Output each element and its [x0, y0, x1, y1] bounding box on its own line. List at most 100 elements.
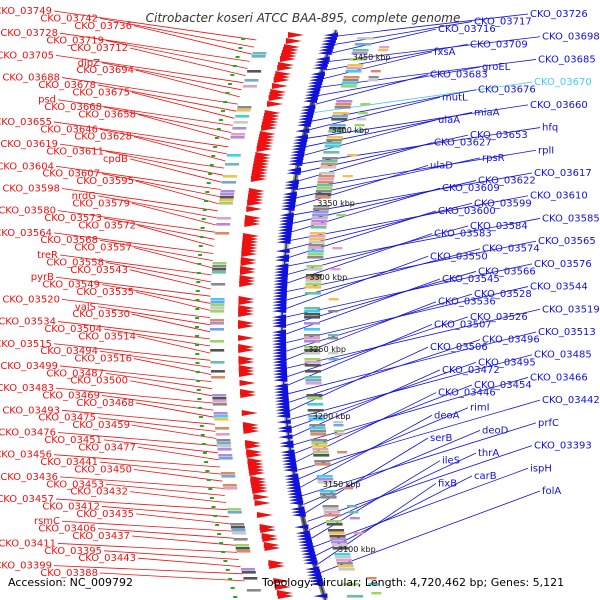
gene-label-right: CKO_03617 — [534, 168, 592, 179]
left-label-connector — [131, 424, 217, 439]
tick-dash — [196, 389, 201, 391]
right-label-connector — [288, 218, 541, 267]
reverse-gene-arrow — [283, 185, 298, 190]
forward-gene-arrow — [244, 221, 261, 227]
forward-gene-arrow — [268, 95, 285, 101]
gene-label-left: CKO_03558 — [46, 257, 104, 268]
gene-label-left: CKO_03494 — [40, 346, 98, 357]
left-label-connector — [137, 335, 211, 354]
annotation-track-block — [213, 412, 228, 415]
tick-dash — [221, 110, 225, 112]
annotation-track-block — [353, 130, 363, 133]
reverse-gene-arrow — [272, 359, 287, 364]
left-label-connector — [97, 417, 216, 432]
tick-dash — [223, 560, 228, 562]
reverse-gene-arrow — [292, 140, 307, 145]
right-label-connector — [315, 74, 429, 105]
forward-gene-arrow — [238, 311, 255, 317]
tick-dash — [201, 443, 206, 445]
annotation-track-block — [310, 223, 327, 226]
right-label-connector — [328, 36, 541, 62]
forward-gene-arrow — [287, 32, 304, 38]
forward-gene-arrow — [238, 323, 255, 329]
tick-dash — [195, 290, 200, 292]
annotation-track-block — [336, 100, 353, 103]
tick-dash — [217, 533, 222, 535]
gene-label-left: CKO_03628 — [74, 132, 132, 143]
reverse-gene-arrow — [296, 533, 311, 538]
annotation-track-block — [212, 265, 227, 268]
gene-label-right: ispH — [530, 463, 552, 474]
right-label-connector — [290, 354, 533, 420]
left-label-connector — [57, 210, 216, 233]
annotation-track-block — [304, 340, 321, 343]
annotation-track-block — [210, 304, 225, 307]
annotation-track-block — [308, 241, 325, 244]
annotation-track-block — [334, 106, 351, 109]
annotation-track-block — [210, 298, 225, 301]
position-tick-label: 3400 kbp — [332, 126, 370, 135]
annotation-track-block — [211, 271, 226, 274]
gene-label-right: fixB — [438, 478, 457, 489]
annotation-track-block — [322, 505, 339, 508]
right-label-connector — [286, 248, 481, 301]
topology-text: Topology: circular; Length: 4,720,462 bp… — [261, 576, 564, 589]
left-label-connector — [129, 380, 213, 397]
annotation-track-block — [354, 43, 371, 46]
annotation-track-block — [210, 328, 224, 331]
right-label-connector — [288, 331, 537, 395]
left-label-connector — [97, 84, 237, 112]
annotation-track-block — [351, 52, 368, 55]
annotation-track-block — [319, 490, 336, 493]
left-gene-labels: CKO_03749CKO_03742CKO_03736CKO_03728CKO_… — [0, 6, 136, 579]
left-label-connector — [135, 180, 219, 205]
annotation-track-block — [304, 313, 321, 316]
annotation-track-block — [341, 82, 358, 85]
gene-label-left: CKO_03535 — [76, 287, 134, 298]
reverse-gene-arrow — [291, 146, 306, 151]
gene-label-right: deoA — [434, 410, 460, 421]
annotation-track-block — [210, 301, 225, 304]
gene-label-right: CKO_03544 — [530, 282, 588, 293]
gene-label-left: CKO_03457 — [0, 494, 54, 505]
tick-dash — [195, 344, 200, 346]
gene-label-left: CKO_03443 — [78, 553, 136, 564]
gene-label-right: CKO_03583 — [434, 229, 492, 240]
tick-dash — [204, 461, 209, 463]
right-label-connector — [285, 278, 441, 335]
gene-label-left: CKO_03514 — [78, 331, 136, 342]
annotation-track-block — [337, 565, 354, 568]
right-label-connector — [305, 437, 429, 514]
left-label-connector — [105, 262, 212, 283]
left-label-connector — [61, 77, 238, 105]
annotation-track-block — [221, 475, 236, 478]
annotation-track-block — [366, 577, 377, 580]
annotation-track-block — [345, 70, 362, 73]
tick-dash — [235, 56, 240, 58]
reverse-gene-arrow — [303, 560, 318, 565]
annotation-track-block — [251, 55, 266, 58]
tick-dash — [205, 470, 210, 472]
right-label-connector — [293, 172, 533, 216]
annotation-track-block — [352, 49, 369, 52]
reverse-gene-arrow — [280, 206, 295, 211]
annotation-track-block — [230, 523, 245, 526]
annotation-track-block — [213, 415, 228, 418]
annotation-track-block — [334, 430, 345, 433]
gene-label-left: CKO_03694 — [76, 65, 134, 76]
annotation-track-block — [235, 115, 250, 118]
reverse-gene-arrow — [314, 59, 329, 64]
annotation-track-block — [307, 409, 324, 412]
annotation-track-block — [305, 370, 321, 373]
reverse-gene-arrow — [289, 155, 304, 160]
tick-dash — [195, 371, 200, 373]
left-label-connector — [103, 439, 219, 454]
reverse-gene-arrow — [278, 224, 293, 229]
reverse-gene-arrow — [275, 404, 290, 409]
gene-label-left: CKO_03728 — [0, 28, 58, 39]
gene-label-left: psd — [38, 95, 56, 106]
annotation-track-block — [324, 514, 341, 517]
reverse-gene-arrow — [282, 191, 297, 196]
reverse-gene-arrow — [298, 116, 313, 121]
